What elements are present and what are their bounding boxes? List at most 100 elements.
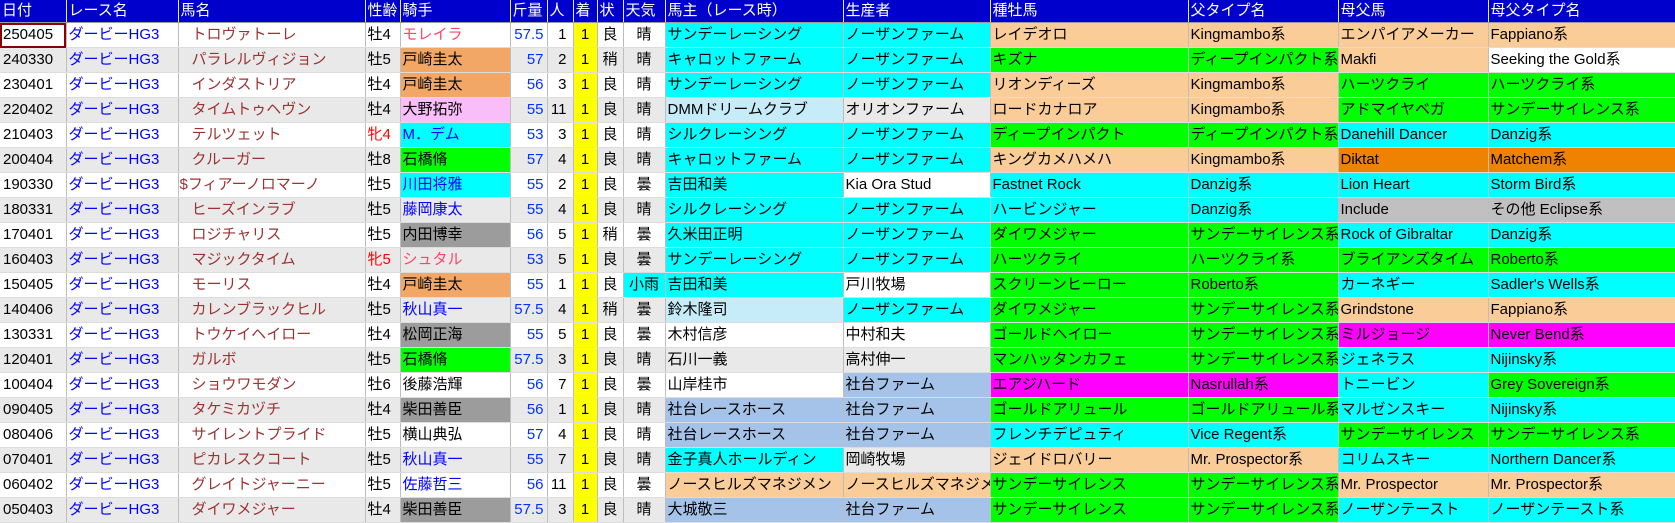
- jockey-cell[interactable]: 柴田善臣: [400, 397, 511, 423]
- weather-cell[interactable]: 曇: [623, 222, 666, 248]
- damsire-type-cell[interactable]: Matchem系: [1488, 147, 1675, 173]
- damsire-cell[interactable]: ジェネラス: [1338, 347, 1489, 373]
- sex-age-cell[interactable]: 牡5: [365, 172, 401, 198]
- sire-type-cell[interactable]: サンデーサイレンス系: [1188, 347, 1339, 373]
- sire-type-cell[interactable]: Nasrullah系: [1188, 372, 1339, 398]
- header-sire[interactable]: 種牡馬: [990, 0, 1189, 23]
- date-cell[interactable]: 050403: [0, 497, 67, 523]
- popularity-cell[interactable]: 1: [547, 272, 574, 298]
- weight-cell[interactable]: 56: [510, 222, 548, 248]
- race-name-cell[interactable]: ダービーHG3: [66, 222, 179, 248]
- finish-position-cell[interactable]: 1: [573, 297, 598, 323]
- header-finish-position[interactable]: 着: [573, 0, 598, 23]
- sire-cell[interactable]: Fastnet Rock: [990, 172, 1189, 198]
- horse-name-cell[interactable]: タイムトゥヘヴン: [178, 97, 366, 123]
- damsire-cell[interactable]: Mr. Prospector: [1338, 472, 1489, 498]
- jockey-cell[interactable]: 秋山真一: [400, 297, 511, 323]
- track-condition-cell[interactable]: 良: [597, 172, 624, 198]
- breeder-cell[interactable]: ノーザンファーム: [843, 122, 991, 148]
- track-condition-cell[interactable]: 良: [597, 122, 624, 148]
- race-name-cell[interactable]: ダービーHG3: [66, 447, 179, 473]
- track-condition-cell[interactable]: 稍: [597, 47, 624, 73]
- race-name-cell[interactable]: ダービーHG3: [66, 247, 179, 273]
- date-cell[interactable]: 240330: [0, 47, 67, 73]
- race-name-cell[interactable]: ダービーHG3: [66, 372, 179, 398]
- race-name-cell[interactable]: ダービーHG3: [66, 497, 179, 523]
- jockey-cell[interactable]: 松岡正海: [400, 322, 511, 348]
- sex-age-cell[interactable]: 牡5: [365, 197, 401, 223]
- sex-age-cell[interactable]: 牡5: [365, 422, 401, 448]
- date-cell[interactable]: 080406: [0, 422, 67, 448]
- damsire-type-cell[interactable]: Mr. Prospector系: [1488, 472, 1675, 498]
- jockey-cell[interactable]: 戸崎圭太: [400, 47, 511, 73]
- sire-type-cell[interactable]: ハーツクライ系: [1188, 247, 1339, 273]
- horse-name-cell[interactable]: パラレルヴィジョン: [178, 47, 366, 73]
- header-track-condition[interactable]: 状: [597, 0, 624, 23]
- date-cell[interactable]: 140406: [0, 297, 67, 323]
- damsire-cell[interactable]: アドマイヤベガ: [1338, 97, 1489, 123]
- weight-cell[interactable]: 56: [510, 472, 548, 498]
- header-sex-age[interactable]: 性齢: [365, 0, 401, 23]
- finish-position-cell[interactable]: 1: [573, 47, 598, 73]
- breeder-cell[interactable]: ノーザンファーム: [843, 222, 991, 248]
- sire-type-cell[interactable]: ディープインパクト系: [1188, 47, 1339, 73]
- damsire-cell[interactable]: マルゼンスキー: [1338, 397, 1489, 423]
- sex-age-cell[interactable]: 牡4: [365, 397, 401, 423]
- sire-type-cell[interactable]: Kingmambo系: [1188, 22, 1339, 48]
- owner-cell[interactable]: シルクレーシング: [665, 122, 844, 148]
- weather-cell[interactable]: 曇: [623, 172, 666, 198]
- date-cell[interactable]: 070401: [0, 447, 67, 473]
- race-name-cell[interactable]: ダービーHG3: [66, 72, 179, 98]
- weight-cell[interactable]: 53: [510, 247, 548, 273]
- sire-cell[interactable]: スクリーンヒーロー: [990, 272, 1189, 298]
- owner-cell[interactable]: 吉田和美: [665, 172, 844, 198]
- sire-type-cell[interactable]: Danzig系: [1188, 197, 1339, 223]
- breeder-cell[interactable]: 社台ファーム: [843, 372, 991, 398]
- finish-position-cell[interactable]: 1: [573, 422, 598, 448]
- sire-cell[interactable]: ハーツクライ: [990, 247, 1189, 273]
- damsire-cell[interactable]: カーネギー: [1338, 272, 1489, 298]
- owner-cell[interactable]: サンデーレーシング: [665, 22, 844, 48]
- sex-age-cell[interactable]: 牝4: [365, 122, 401, 148]
- race-name-cell[interactable]: ダービーHG3: [66, 347, 179, 373]
- sire-cell[interactable]: サンデーサイレンス: [990, 472, 1189, 498]
- damsire-type-cell[interactable]: Fappiano系: [1488, 297, 1675, 323]
- weight-cell[interactable]: 56: [510, 397, 548, 423]
- damsire-cell[interactable]: Lion Heart: [1338, 172, 1489, 198]
- jockey-cell[interactable]: 大野拓弥: [400, 97, 511, 123]
- popularity-cell[interactable]: 2: [547, 172, 574, 198]
- breeder-cell[interactable]: 社台ファーム: [843, 422, 991, 448]
- date-cell[interactable]: 230401: [0, 72, 67, 98]
- jockey-cell[interactable]: シュタル: [400, 247, 511, 273]
- sire-cell[interactable]: ダイワメジャー: [990, 297, 1189, 323]
- damsire-cell[interactable]: ノーザンテースト: [1338, 497, 1489, 523]
- track-condition-cell[interactable]: 良: [597, 497, 624, 523]
- header-jockey[interactable]: 騎手: [400, 0, 511, 23]
- header-horse-name[interactable]: 馬名: [178, 0, 366, 23]
- race-name-cell[interactable]: ダービーHG3: [66, 422, 179, 448]
- sire-cell[interactable]: マンハッタンカフェ: [990, 347, 1189, 373]
- finish-position-cell[interactable]: 1: [573, 72, 598, 98]
- header-date[interactable]: 日付: [0, 0, 67, 23]
- race-name-cell[interactable]: ダービーHG3: [66, 22, 179, 48]
- owner-cell[interactable]: 金子真人ホールディン: [665, 447, 844, 473]
- damsire-type-cell[interactable]: ハーツクライ系: [1488, 72, 1675, 98]
- horse-name-cell[interactable]: タケミカヅチ: [178, 397, 366, 423]
- finish-position-cell[interactable]: 1: [573, 97, 598, 123]
- damsire-type-cell[interactable]: Never Bend系: [1488, 322, 1675, 348]
- sire-cell[interactable]: ジェイドロバリー: [990, 447, 1189, 473]
- jockey-cell[interactable]: 戸崎圭太: [400, 272, 511, 298]
- popularity-cell[interactable]: 5: [547, 247, 574, 273]
- damsire-cell[interactable]: ミルジョージ: [1338, 322, 1489, 348]
- popularity-cell[interactable]: 7: [547, 372, 574, 398]
- weather-cell[interactable]: 晴: [623, 347, 666, 373]
- weather-cell[interactable]: 曇: [623, 472, 666, 498]
- header-owner[interactable]: 馬主（レース時）: [665, 0, 844, 23]
- weather-cell[interactable]: 晴: [623, 97, 666, 123]
- damsire-type-cell[interactable]: Northern Dancer系: [1488, 447, 1675, 473]
- popularity-cell[interactable]: 4: [547, 147, 574, 173]
- weight-cell[interactable]: 57.5: [510, 297, 548, 323]
- finish-position-cell[interactable]: 1: [573, 172, 598, 198]
- damsire-cell[interactable]: ブライアンズタイム: [1338, 247, 1489, 273]
- date-cell[interactable]: 250405: [0, 22, 67, 48]
